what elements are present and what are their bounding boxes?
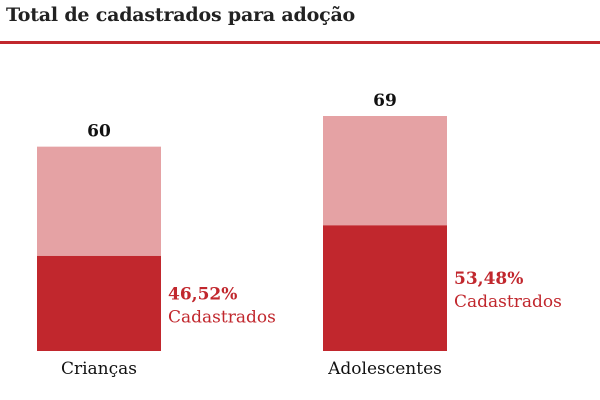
percent-caption: Cadastrados [168,307,276,327]
percent-caption: Cadastrados [454,292,562,312]
category-label: Adolescentes [327,359,442,379]
bar-segment-remaining [323,116,447,226]
percent-label: 46,52% [168,284,237,304]
bar-total-label: 60 [87,122,111,142]
bar-total-label: 69 [373,91,397,111]
bar-segment-cadastrados [37,255,161,351]
bar-segment-cadastrados [323,225,447,351]
title-divider [0,41,600,44]
chart-title: Total de cadastrados para adoção [6,4,356,26]
percent-label: 53,48% [454,269,523,289]
category-label: Crianças [61,359,137,379]
bar-segment-remaining [37,146,161,256]
